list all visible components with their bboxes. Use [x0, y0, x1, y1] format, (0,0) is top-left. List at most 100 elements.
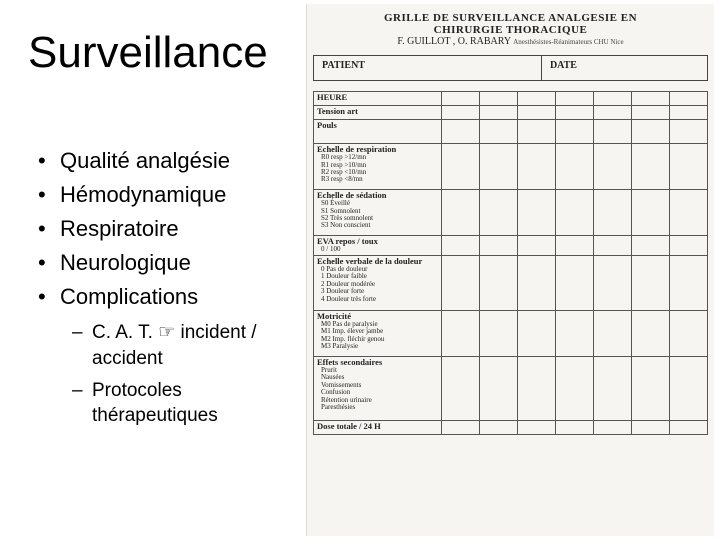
grid-cell	[632, 356, 670, 420]
grid-cell	[670, 310, 708, 356]
grid-cell	[480, 92, 518, 106]
grid-cell	[556, 236, 594, 256]
form-header: GRILLE DE SURVEILLANCE ANALGESIE EN CHIR…	[313, 8, 708, 49]
grid-cell	[632, 120, 670, 144]
patient-label: PATIENT	[314, 56, 542, 80]
row-label-cell: Echelle de respirationR0 resp >12/mnR1 r…	[314, 144, 442, 190]
table-row: Effets secondairesPruritNauséesVomisseme…	[314, 356, 708, 420]
row-label-cell: Echelle verbale de la douleur0 Pas de do…	[314, 255, 442, 310]
grid-cell	[632, 420, 670, 434]
grid-cell	[518, 420, 556, 434]
grid-cell	[594, 120, 632, 144]
grid-cell	[670, 92, 708, 106]
row-label-cell: Pouls	[314, 120, 442, 144]
sub-bullet-text: Protocoles thérapeutiques	[92, 378, 298, 429]
table-row: Tension art	[314, 106, 708, 120]
grid-cell	[442, 310, 480, 356]
list-item: Qualité analgésie	[38, 144, 298, 178]
grid-cell	[670, 356, 708, 420]
grid-cell	[594, 92, 632, 106]
grid-cell	[594, 190, 632, 236]
table-row: EVA repos / toux0 / 100	[314, 236, 708, 256]
grid-cell	[632, 236, 670, 256]
grid-cell	[670, 106, 708, 120]
grid-cell	[518, 106, 556, 120]
grid-cell	[556, 190, 594, 236]
table-row: HEURE	[314, 92, 708, 106]
grid-cell	[670, 236, 708, 256]
grid-cell	[632, 190, 670, 236]
row-label-cell: Effets secondairesPruritNauséesVomisseme…	[314, 356, 442, 420]
list-item: Respiratoire	[38, 212, 298, 246]
table-row: MotricitéM0 Pas de paralysieM1 Imp. élev…	[314, 310, 708, 356]
grid-cell	[518, 310, 556, 356]
grid-cell	[480, 120, 518, 144]
grid-cell	[442, 420, 480, 434]
form-image: GRILLE DE SURVEILLANCE ANALGESIE EN CHIR…	[306, 4, 714, 536]
bullet-text: Hémodynamique	[60, 178, 226, 212]
grid-cell	[480, 236, 518, 256]
slide: Surveillance Qualité analgésie Hémodynam…	[0, 0, 720, 540]
grid-cell	[594, 420, 632, 434]
grid-cell	[556, 310, 594, 356]
grid-cell	[480, 356, 518, 420]
grid-cell	[442, 120, 480, 144]
list-item: C. A. T. ☞ incident / accident	[72, 320, 298, 371]
grid-cell	[594, 310, 632, 356]
bullet-text: Complications	[60, 280, 198, 314]
date-label: DATE	[542, 56, 707, 80]
form-authors: F. GUILLOT , O. RABARY Anesthésistes-Réa…	[313, 36, 708, 47]
grid-cell	[594, 255, 632, 310]
row-label-cell: MotricitéM0 Pas de paralysieM1 Imp. élev…	[314, 310, 442, 356]
form-patient-date-row: PATIENT DATE	[313, 55, 708, 81]
list-item: Complications	[38, 280, 298, 314]
grid-cell	[518, 144, 556, 190]
row-label-cell: Dose totale / 24 H	[314, 420, 442, 434]
grid-cell	[518, 92, 556, 106]
bullet-text: Respiratoire	[60, 212, 179, 246]
grid-cell	[442, 190, 480, 236]
grid-cell	[442, 144, 480, 190]
grid-cell	[480, 144, 518, 190]
grid-cell	[518, 255, 556, 310]
grid-cell	[670, 190, 708, 236]
grid-cell	[480, 106, 518, 120]
list-item: Protocoles thérapeutiques	[72, 378, 298, 429]
grid-cell	[518, 190, 556, 236]
grid-cell	[632, 310, 670, 356]
grid-cell	[442, 106, 480, 120]
row-label-cell: EVA repos / toux0 / 100	[314, 236, 442, 256]
grid-cell	[594, 144, 632, 190]
grid-cell	[632, 92, 670, 106]
main-bullet-list: Qualité analgésie Hémodynamique Respirat…	[38, 144, 298, 314]
grid-cell	[442, 255, 480, 310]
grid-cell	[556, 92, 594, 106]
form-grid-table: HEURETension artPoulsEchelle de respirat…	[313, 91, 708, 435]
form-title-line1: GRILLE DE SURVEILLANCE ANALGESIE EN	[313, 12, 708, 24]
grid-cell	[670, 255, 708, 310]
grid-cell	[556, 144, 594, 190]
bullet-text: Qualité analgésie	[60, 144, 230, 178]
row-label-cell: HEURE	[314, 92, 442, 106]
sub-bullet-list: C. A. T. ☞ incident / accident Protocole…	[72, 320, 298, 429]
grid-cell	[480, 310, 518, 356]
row-label-cell: Tension art	[314, 106, 442, 120]
grid-cell	[670, 420, 708, 434]
authors-text: F. GUILLOT , O. RABARY	[397, 36, 510, 47]
grid-cell	[556, 255, 594, 310]
table-row: Echelle de sédationS0 ÉveilléS1 Somnolen…	[314, 190, 708, 236]
bullet-text: Neurologique	[60, 246, 191, 280]
grid-cell	[480, 190, 518, 236]
grid-cell	[518, 236, 556, 256]
grid-cell	[632, 144, 670, 190]
table-row: Dose totale / 24 H	[314, 420, 708, 434]
grid-cell	[594, 356, 632, 420]
grid-cell	[442, 236, 480, 256]
grid-cell	[518, 356, 556, 420]
grid-cell	[670, 144, 708, 190]
table-row: Pouls	[314, 120, 708, 144]
grid-cell	[594, 106, 632, 120]
grid-cell	[632, 255, 670, 310]
roles-text: Anesthésistes-Réanimateurs CHU Nice	[513, 38, 623, 46]
grid-cell	[480, 420, 518, 434]
